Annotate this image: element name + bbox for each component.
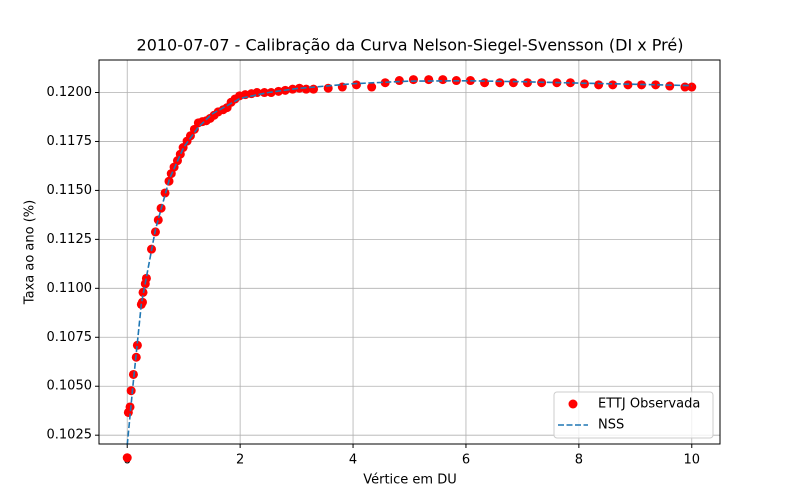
plot-frame (98, 59, 721, 445)
data-point (259, 88, 269, 98)
y-tick-label: 0.1075 (47, 330, 93, 345)
data-point (153, 215, 163, 225)
data-point (126, 386, 136, 396)
data-point (141, 273, 151, 283)
data-point (424, 75, 434, 85)
data-point (438, 75, 448, 85)
line (126, 79, 692, 446)
x-tick-label: 8 (575, 453, 583, 468)
y-tick-label: 0.1100 (47, 281, 93, 296)
y-tick-label: 0.1175 (47, 134, 93, 149)
data-point (408, 75, 418, 85)
data-point (508, 78, 518, 88)
data-point (301, 84, 311, 94)
data-point (665, 81, 675, 91)
legend-box (553, 391, 714, 439)
x-axis-label: Vértice em DU (363, 473, 457, 488)
data-point (594, 80, 604, 90)
x-tick-label: 2 (236, 453, 244, 468)
data-point (565, 78, 575, 88)
data-point (380, 78, 390, 88)
data-point (495, 78, 505, 88)
x-tick-label: 6 (462, 453, 470, 468)
y-tick-label: 0.1200 (47, 85, 93, 100)
data-point (309, 84, 319, 94)
data-point (132, 340, 142, 350)
data-point (294, 83, 304, 93)
legend-label: NSS (598, 418, 624, 433)
data-point (651, 80, 661, 90)
data-point (137, 297, 147, 307)
data-point (185, 131, 195, 141)
y-tick-label: 0.1125 (47, 232, 93, 247)
legend-marker (568, 399, 578, 409)
data-point (608, 80, 618, 90)
data-point (687, 82, 697, 92)
x-tick-label: 4 (349, 453, 357, 468)
data-point (522, 78, 532, 88)
data-point (122, 453, 132, 463)
data-point (480, 78, 490, 88)
data-point (351, 80, 361, 90)
chart-title: 2010-07-07 - Calibração da Curva Nelson-… (137, 36, 684, 55)
legend-label: ETTJ Observada (598, 397, 700, 412)
y-tick-label: 0.1050 (47, 379, 93, 394)
data-point (189, 124, 199, 134)
data-point (367, 82, 377, 92)
y-tick-label: 0.1150 (47, 183, 93, 198)
data-point (394, 76, 404, 86)
data-point (125, 402, 135, 412)
y-tick-label: 0.1025 (47, 428, 93, 443)
x-tick-label: 10 (683, 453, 700, 468)
y-axis-label: Taxa ao ano (%) (23, 200, 38, 305)
